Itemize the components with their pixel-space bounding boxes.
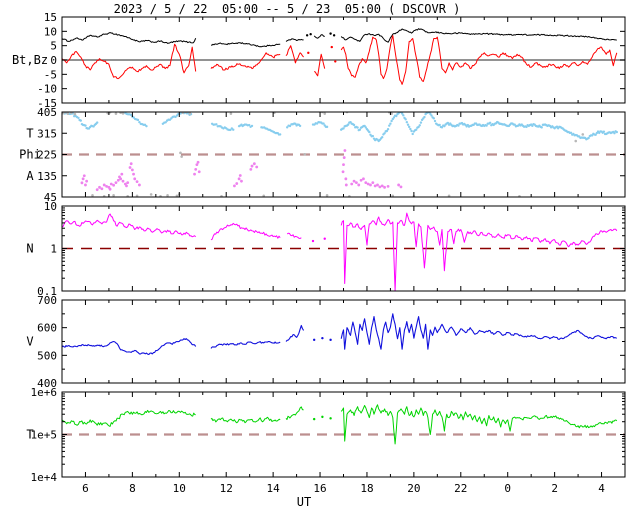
y-tick-label: -15 (37, 97, 57, 110)
y-tick-label: 15 (44, 11, 57, 24)
series-A (80, 149, 403, 192)
y-tick-label: 600 (37, 322, 57, 335)
y-tick-label: 500 (37, 349, 57, 362)
series-N (62, 212, 618, 291)
series-Bt (62, 28, 617, 48)
y-tick-label: 1e+6 (31, 386, 58, 399)
y-tick-label: 0 (50, 54, 57, 67)
series-V (62, 313, 617, 356)
y-axis-unit-label-t: T (26, 126, 33, 140)
y-tick-label: 5 (50, 40, 57, 53)
y-tick-label: 10 (44, 200, 57, 213)
x-tick-label: 20 (407, 482, 420, 495)
y-tick-label: 700 (37, 294, 57, 307)
y-axis-unit-label-btbz: Bt,Bz (12, 53, 48, 67)
x-tick-label: 18 (360, 482, 373, 495)
panel-v: 700 600 500 400 V (26, 294, 626, 390)
series-Phi (62, 112, 618, 143)
y-tick-label: 0.1 (37, 285, 57, 298)
y-axis-unit-label-phi: Phi (19, 148, 41, 162)
y-tick-label: 45 (44, 191, 57, 204)
x-tick-label: 4 (598, 482, 605, 495)
x-axis-label: UT (296, 495, 312, 509)
panel-n: 10 1 0.1 N (26, 200, 626, 298)
y-tick-label: -10 (37, 83, 57, 96)
y-tick-label: 1e+5 (31, 429, 58, 442)
series-Bz-isolated (307, 45, 337, 63)
x-tick-label: 14 (267, 482, 281, 495)
y-tick-label: 405 (37, 106, 57, 119)
x-tick-label: 2 (551, 482, 558, 495)
panel-t: 1e+6 1e+5 1e+4 T (26, 386, 626, 484)
y-tick-label: 1 (50, 243, 57, 256)
series-Bt-isolated (305, 32, 336, 37)
y-tick-label: -5 (44, 68, 57, 81)
y-tick-label: 135 (37, 170, 57, 183)
series-Bz (62, 35, 618, 85)
y-tick-label: 10 (44, 25, 57, 38)
panel-frame (61, 299, 626, 384)
series-V-isolated (312, 336, 332, 342)
x-tick-label: 12 (220, 482, 233, 495)
y-axis-unit-label-t: T (26, 428, 33, 442)
x-tick-label: 0 (504, 482, 511, 495)
series-quality-flag (62, 112, 585, 197)
series-N-isolated (311, 237, 326, 243)
y-tick-label: 225 (37, 149, 57, 162)
x-tick-label: 22 (454, 482, 467, 495)
y-axis-unit-label-n: N (26, 242, 33, 256)
panel-t-phi-a: 405 315 225 135 45 T Phi A (19, 106, 626, 204)
y-tick-label: 400 (37, 377, 57, 390)
series-T-isolated (312, 415, 332, 421)
y-axis-unit-label-a: A (26, 169, 34, 183)
x-tick-label: 8 (129, 482, 136, 495)
x-tick-label: 10 (173, 482, 186, 495)
x-tick-labels: 6 8 10 12 14 16 18 20 22 0 2 4 (82, 482, 605, 495)
y-axis-unit-label-v: V (26, 335, 33, 349)
y-tick-label: 315 (37, 127, 57, 140)
plot-title: 2023 / 5 / 22 05:00 -- 5 / 23 05:00 ( DS… (113, 2, 461, 16)
series-T (62, 404, 618, 445)
y-tick-label: 1e+4 (31, 471, 58, 484)
x-tick-label: 6 (82, 482, 89, 495)
x-tick-label: 16 (313, 482, 326, 495)
